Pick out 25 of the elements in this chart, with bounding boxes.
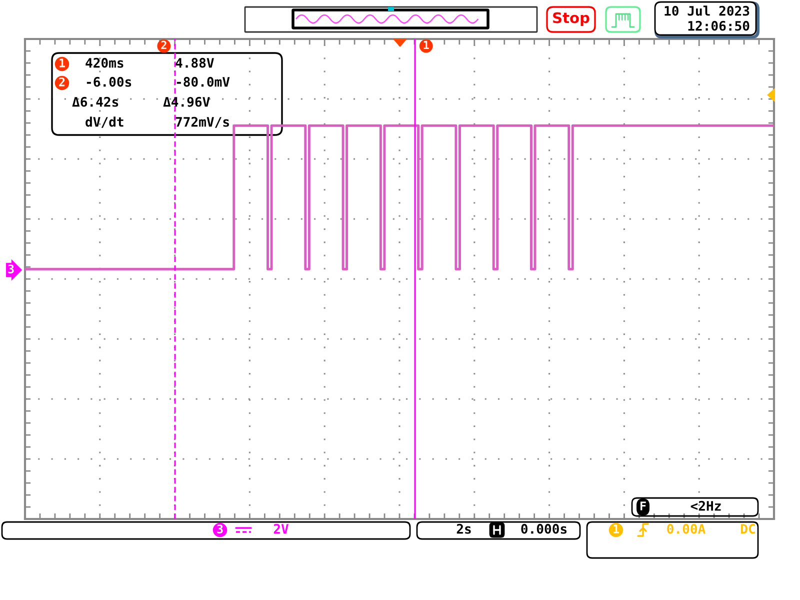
annotation: dV/dt [86, 116, 124, 128]
text: -6.00s [86, 76, 132, 87]
annotation: <2Hz [690, 500, 721, 511]
text: Stop [553, 12, 590, 26]
text: 12:06:50 [688, 20, 750, 31]
text: 3 [8, 264, 14, 274]
text: 2 [59, 77, 65, 86]
text: 1 [60, 58, 65, 68]
text: 0.00A [667, 524, 706, 534]
text: 0.000s [521, 524, 567, 534]
text: 420ms [86, 58, 124, 68]
text: Δ6.42s [72, 96, 118, 107]
text: 10 Jul 2023 [664, 6, 750, 16]
text: 2 [161, 40, 166, 50]
text: Δ4.96V [163, 96, 210, 107]
text: -80.0mV [176, 76, 230, 87]
annotation: 772mV/s [176, 116, 229, 128]
text: 1 [424, 40, 429, 50]
text: DC [741, 524, 755, 534]
text: 3 [217, 524, 223, 534]
text: 1 [614, 524, 619, 534]
text: 4.88V [176, 58, 214, 68]
annotation: F [640, 502, 646, 510]
text: 2s [456, 524, 471, 534]
text: 2V [274, 524, 288, 534]
